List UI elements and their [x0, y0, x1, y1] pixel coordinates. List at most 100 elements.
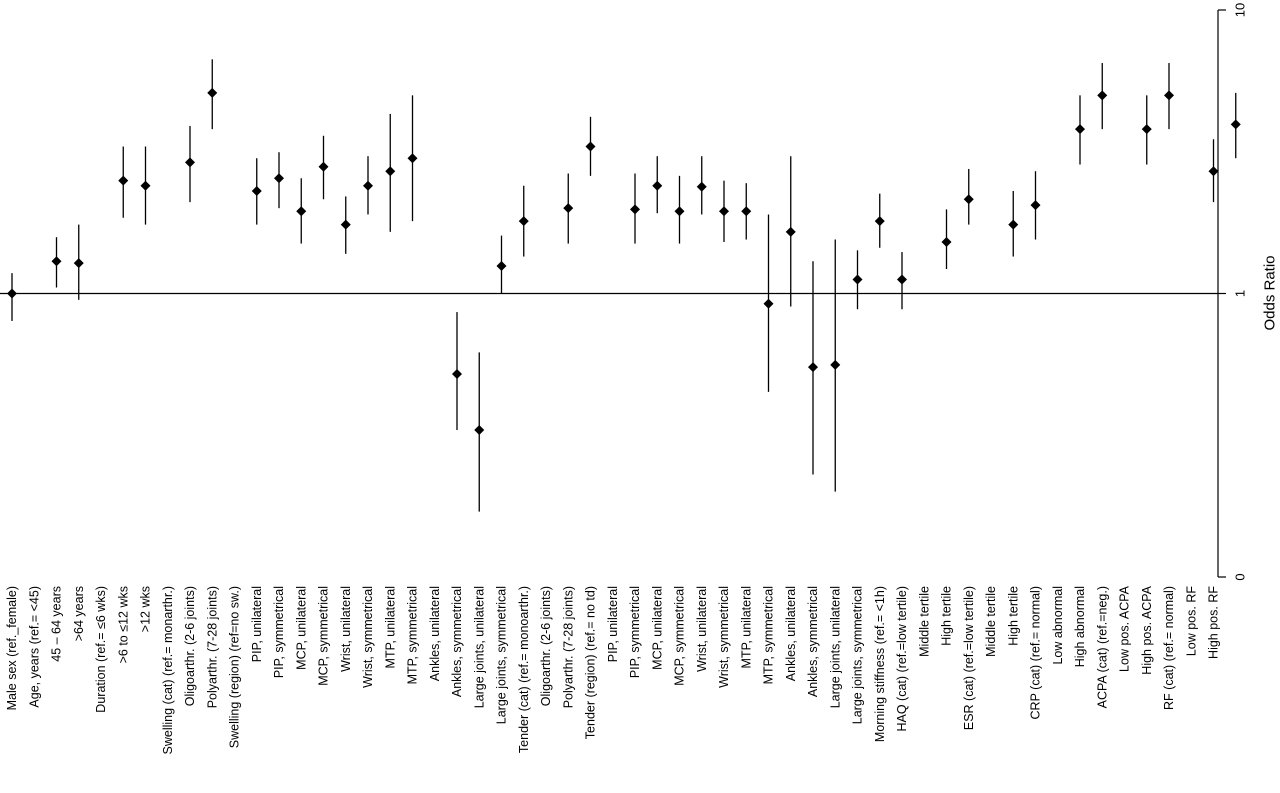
- category-label: MTP, symmetrical: [762, 586, 776, 684]
- estimate-marker: [585, 141, 596, 152]
- estimate-marker: [630, 204, 640, 215]
- estimate-marker: [696, 181, 707, 192]
- estimate-marker: [452, 369, 462, 380]
- category-label: Wrist, unilateral: [339, 586, 353, 672]
- estimate-marker: [140, 180, 151, 191]
- estimate-marker: [563, 203, 574, 214]
- estimate-marker: [340, 219, 351, 230]
- category-label: ACPA (cat) (ref.=neg.): [1095, 586, 1109, 708]
- category-label: ESR (cat) (ref.=low tertile): [962, 586, 976, 730]
- category-label: Wrist, unilateral: [695, 586, 709, 672]
- category-label: High abnormal: [1073, 586, 1087, 667]
- y-tick-label: 10: [1233, 3, 1248, 17]
- category-label: PIP, symmetrical: [272, 586, 286, 678]
- estimate-marker: [51, 256, 62, 267]
- category-label: Large joints, symmetrical: [495, 586, 509, 724]
- category-label: MCP, unilateral: [294, 586, 308, 670]
- category-label: Male sex (ref._female): [5, 586, 19, 710]
- estimate-marker: [763, 298, 774, 309]
- category-label: Oligoarthr. (2-6 joints): [183, 586, 197, 706]
- estimate-marker: [474, 425, 485, 436]
- category-label: MCP, symmetrical: [317, 586, 331, 686]
- category-label: >6 to ≤12 wks: [116, 586, 130, 663]
- estimate-marker: [941, 236, 952, 247]
- category-label: Low pos. ACPA: [1118, 585, 1132, 672]
- estimate-marker: [741, 206, 752, 217]
- category-label: Large joints, unilateral: [472, 586, 486, 708]
- category-label: Polyarthr. (7-28 joints): [561, 586, 575, 708]
- category-label: >64 years: [72, 586, 86, 641]
- estimate-marker: [385, 166, 396, 177]
- estimate-marker: [808, 362, 818, 373]
- category-label: CRP (cat) (ref.= normal): [1029, 586, 1043, 719]
- y-axis-title: Odds Ratio: [1262, 255, 1279, 330]
- estimate-marker: [674, 206, 685, 217]
- estimate-marker: [1208, 166, 1219, 177]
- category-label: Large joints, unilateral: [828, 586, 842, 708]
- category-label: Swelling (cat) (ref.= monarthr.): [161, 586, 175, 754]
- category-label: MTP, symmetrical: [406, 586, 420, 684]
- estimate-marker: [874, 216, 885, 227]
- category-label: Large joints, symmetrical: [851, 586, 865, 724]
- category-label: PIP, unilateral: [606, 586, 620, 662]
- category-label: Swelling (region) (ref=no sw.): [228, 586, 242, 748]
- category-label: >12 wks: [139, 586, 153, 632]
- category-label: Low abnormal: [1051, 586, 1065, 665]
- confidence-intervals: [11, 59, 1237, 512]
- estimate-marker: [496, 261, 507, 272]
- category-label: High pos. RF: [1207, 586, 1221, 659]
- estimate-marker: [1230, 119, 1241, 130]
- category-label: Morning stiffness (ref.= <1h): [873, 586, 887, 742]
- estimate-marker: [1008, 219, 1019, 230]
- y-tick-label: 0: [1233, 573, 1248, 580]
- estimate-marker: [118, 175, 129, 186]
- estimate-marker: [785, 226, 796, 237]
- category-label: MCP, symmetrical: [673, 586, 687, 686]
- category-label: Ankles, symmetrical: [450, 586, 464, 697]
- category-label: High tertile: [940, 586, 954, 646]
- y-tick-label: 1: [1233, 290, 1248, 297]
- estimate-marker: [7, 288, 17, 299]
- estimate-marker: [274, 173, 284, 184]
- estimate-marker: [296, 206, 307, 217]
- category-label: PIP, symmetrical: [628, 586, 642, 678]
- estimate-marker: [251, 185, 262, 196]
- category-label: Middle tertile: [984, 586, 998, 657]
- estimate-marker: [363, 180, 373, 191]
- category-label: Wrist, symmetrical: [361, 586, 375, 688]
- estimate-marker: [1164, 90, 1174, 101]
- estimate-marker: [1030, 200, 1041, 211]
- estimate-marker: [830, 359, 841, 370]
- estimate-marker: [852, 274, 863, 285]
- category-label: Middle tertile: [917, 586, 931, 657]
- estimate-marker: [1097, 90, 1108, 101]
- estimate-marker: [318, 161, 329, 172]
- category-label: Ankles, unilateral: [784, 586, 798, 681]
- category-label: High tertile: [1006, 586, 1020, 646]
- category-label: Ankles, unilateral: [428, 586, 442, 681]
- category-label: MTP, unilateral: [739, 586, 753, 668]
- category-label: Oligoarthr. (2-6 joints): [539, 586, 553, 706]
- estimate-marker: [719, 206, 729, 217]
- category-label: MTP, unilateral: [383, 586, 397, 668]
- category-label: Tender (region) (ref.= no td): [584, 586, 598, 739]
- category-label: Ankles, symmetrical: [806, 586, 820, 697]
- category-label: High pos. ACPA: [1140, 585, 1154, 674]
- category-label: 45 – 64 years: [50, 586, 64, 662]
- category-label: Age, years (ref.= <45): [27, 586, 41, 708]
- category-label: HAQ (cat) (ref.=low tertile): [895, 586, 909, 732]
- estimate-marker: [897, 274, 907, 285]
- category-label: Polyarthr. (7-28 joints): [205, 586, 219, 708]
- category-labels: Male sex (ref._female) Age, years (ref.= …: [5, 585, 1221, 754]
- point-estimates: [7, 87, 1241, 436]
- estimate-marker: [407, 153, 418, 164]
- estimate-marker: [652, 180, 663, 191]
- estimate-marker: [207, 87, 218, 98]
- estimate-marker: [73, 258, 84, 269]
- category-label: Wrist, symmetrical: [717, 586, 731, 688]
- category-label: PIP, unilateral: [250, 586, 264, 662]
- category-label: Tender (cat) (ref.= monoarthr.): [517, 586, 531, 753]
- estimate-marker: [1075, 124, 1085, 135]
